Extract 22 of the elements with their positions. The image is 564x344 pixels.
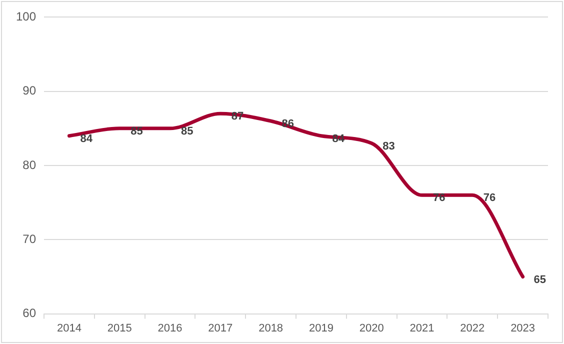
data-label: 86 bbox=[282, 118, 294, 130]
data-label: 65 bbox=[534, 274, 546, 286]
y-tick-label: 60 bbox=[22, 306, 36, 320]
x-tick-label: 2016 bbox=[158, 322, 182, 334]
line-series bbox=[67, 112, 525, 278]
x-tick-label: 2021 bbox=[410, 322, 434, 334]
x-tick-label: 2014 bbox=[56, 322, 82, 334]
y-tick-label: 90 bbox=[22, 84, 36, 98]
data-label: 84 bbox=[80, 132, 94, 145]
x-tick-label: 2020 bbox=[359, 322, 384, 334]
x-tick-label: 2019 bbox=[308, 322, 334, 334]
x-tick-label: 2015 bbox=[107, 322, 132, 334]
x-tick-label: 2017 bbox=[208, 322, 233, 334]
x-tick-label: 2022 bbox=[460, 322, 485, 334]
x-tick-label: 2018 bbox=[258, 322, 284, 334]
y-tick-label: 70 bbox=[22, 232, 36, 246]
y-tick-label: 100 bbox=[16, 10, 36, 24]
x-tick-label: 2023 bbox=[510, 322, 536, 334]
data-label: 76 bbox=[483, 192, 496, 204]
y-tick-label: 80 bbox=[22, 158, 36, 172]
data-label: 85 bbox=[181, 125, 194, 138]
data-label: 83 bbox=[382, 140, 395, 152]
